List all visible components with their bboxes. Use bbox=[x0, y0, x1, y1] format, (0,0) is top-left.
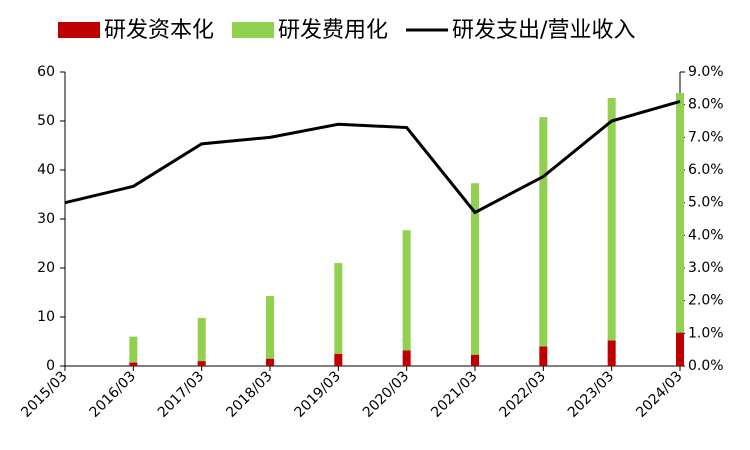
bar bbox=[471, 354, 479, 366]
y2-tick-label: 7.0% bbox=[688, 129, 724, 145]
bar bbox=[334, 353, 343, 366]
y2-tick-label: 1.0% bbox=[688, 325, 724, 341]
y2-tick-label: 9.0% bbox=[688, 64, 724, 80]
x-tick-label: 2016/03 bbox=[87, 368, 139, 420]
bar bbox=[539, 117, 548, 347]
bar bbox=[539, 346, 548, 366]
y-tick-label: 60 bbox=[37, 64, 55, 80]
y2-tick-label: 8.0% bbox=[688, 97, 724, 113]
y-tick-label: 30 bbox=[37, 211, 55, 227]
legend-label: 研发费用化 bbox=[278, 18, 388, 43]
legend-swatch bbox=[232, 22, 275, 38]
y2-tick-label: 3.0% bbox=[688, 260, 724, 276]
x-tick-label: 2021/03 bbox=[428, 368, 480, 420]
bar bbox=[197, 317, 206, 362]
x-tick-label: 2023/03 bbox=[565, 368, 617, 420]
legend-swatch bbox=[58, 22, 100, 38]
bar bbox=[676, 332, 684, 366]
x-tick-label: 2015/03 bbox=[18, 368, 70, 420]
x-tick-label: 2020/03 bbox=[360, 368, 412, 420]
bar bbox=[129, 362, 138, 366]
bar bbox=[129, 336, 138, 363]
bar bbox=[197, 361, 206, 366]
x-tick-label: 2022/03 bbox=[497, 368, 549, 420]
bar bbox=[607, 340, 616, 366]
y2-tick-label: 6.0% bbox=[688, 162, 724, 178]
y2-tick-label: 0.0% bbox=[688, 358, 724, 374]
x-tick-label: 2018/03 bbox=[223, 368, 275, 420]
y2-tick-label: 5.0% bbox=[688, 195, 724, 211]
x-tick-label: 2017/03 bbox=[155, 368, 207, 420]
x-tick-label: 2019/03 bbox=[292, 368, 344, 420]
y-tick-label: 40 bbox=[37, 162, 55, 178]
y2-tick-label: 4.0% bbox=[688, 227, 724, 243]
legend-label: 研发资本化 bbox=[104, 18, 214, 43]
y-tick-label: 50 bbox=[37, 113, 55, 129]
bar bbox=[607, 97, 616, 341]
bar bbox=[471, 183, 479, 355]
bar bbox=[266, 358, 274, 366]
line bbox=[64, 99, 681, 215]
x-tick-label: 2024/03 bbox=[633, 368, 685, 420]
bar bbox=[402, 350, 411, 366]
y-tick-label: 10 bbox=[37, 309, 55, 325]
bar bbox=[402, 230, 411, 351]
y2-tick-label: 2.0% bbox=[688, 293, 724, 309]
y-tick-label: 20 bbox=[37, 260, 55, 276]
bar bbox=[334, 263, 343, 354]
y-tick-label: 0 bbox=[46, 358, 55, 374]
legend-label: 研发支出/营业收入 bbox=[452, 18, 635, 43]
bar bbox=[676, 93, 684, 333]
bar bbox=[266, 295, 274, 359]
